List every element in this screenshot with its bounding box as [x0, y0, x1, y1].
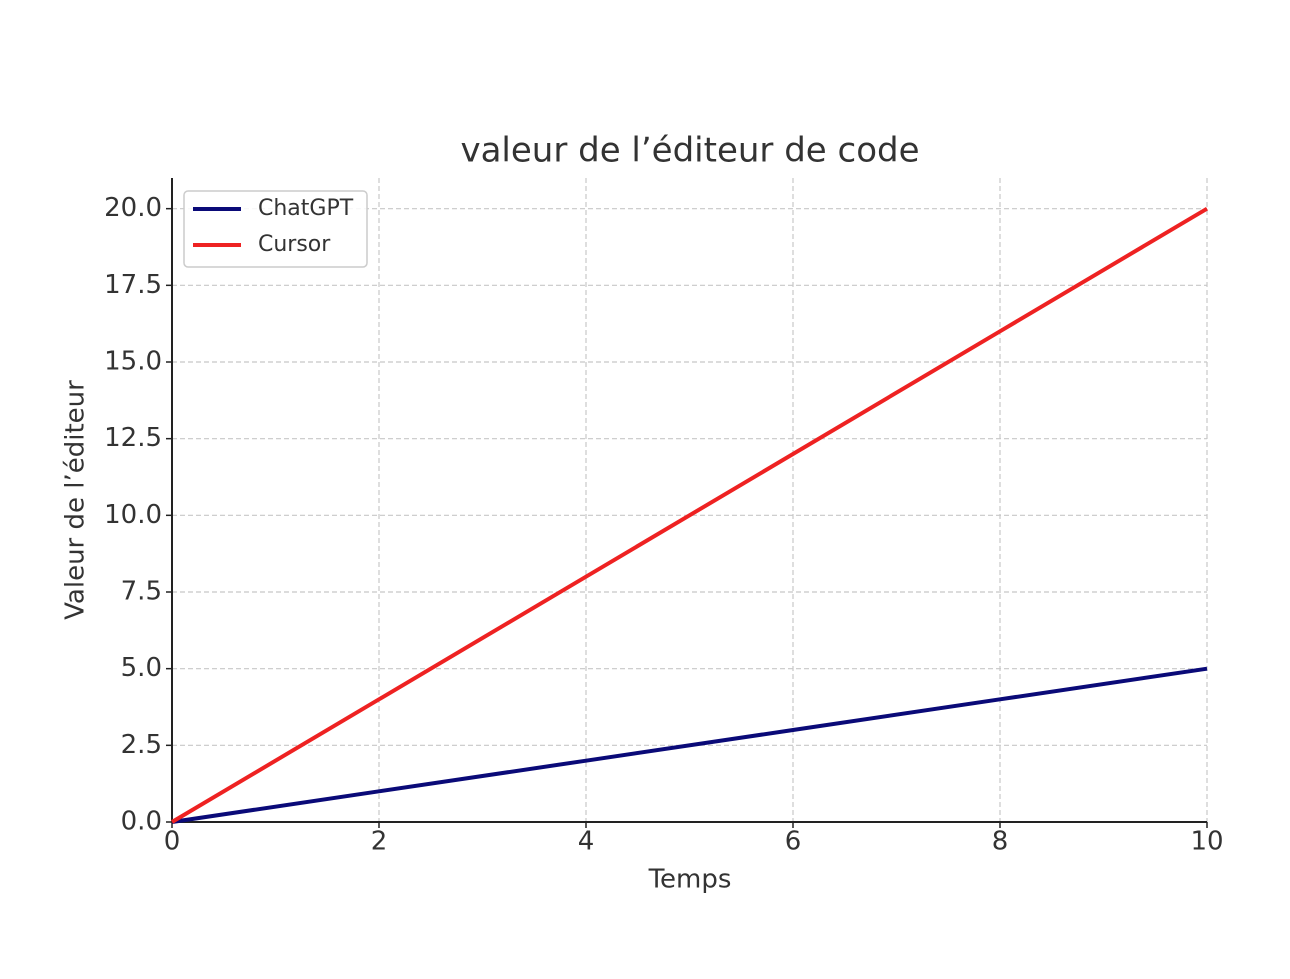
- y-tick-label: 12.5: [104, 423, 162, 453]
- x-tick-label: 2: [371, 827, 388, 857]
- y-tick-label: 2.5: [121, 730, 162, 760]
- y-tick-label: 5.0: [121, 653, 162, 683]
- chart-title: valeur de l’éditeur de code: [460, 131, 919, 171]
- y-tick-label: 10.0: [104, 500, 162, 530]
- y-tick-label: 20.0: [104, 193, 162, 223]
- x-tick-label: 10: [1190, 827, 1223, 857]
- legend-label: Cursor: [258, 232, 331, 257]
- y-tick-label: 0.0: [121, 807, 162, 837]
- series-line: [170, 206, 1209, 824]
- legend-label: ChatGPT: [258, 196, 354, 221]
- x-axis-label: Temps: [648, 865, 732, 895]
- y-tick-label: 7.5: [121, 577, 162, 607]
- y-tick-label: 15.0: [104, 347, 162, 377]
- y-axis-label: Valeur de l’éditeur: [61, 380, 91, 620]
- x-tick-label: 6: [785, 827, 802, 857]
- x-tick-label: 0: [164, 827, 181, 857]
- x-tick-label: 8: [992, 827, 1009, 857]
- series-line: [171, 666, 1208, 824]
- y-tick-label: 17.5: [104, 270, 162, 300]
- x-tick-label: 4: [578, 827, 595, 857]
